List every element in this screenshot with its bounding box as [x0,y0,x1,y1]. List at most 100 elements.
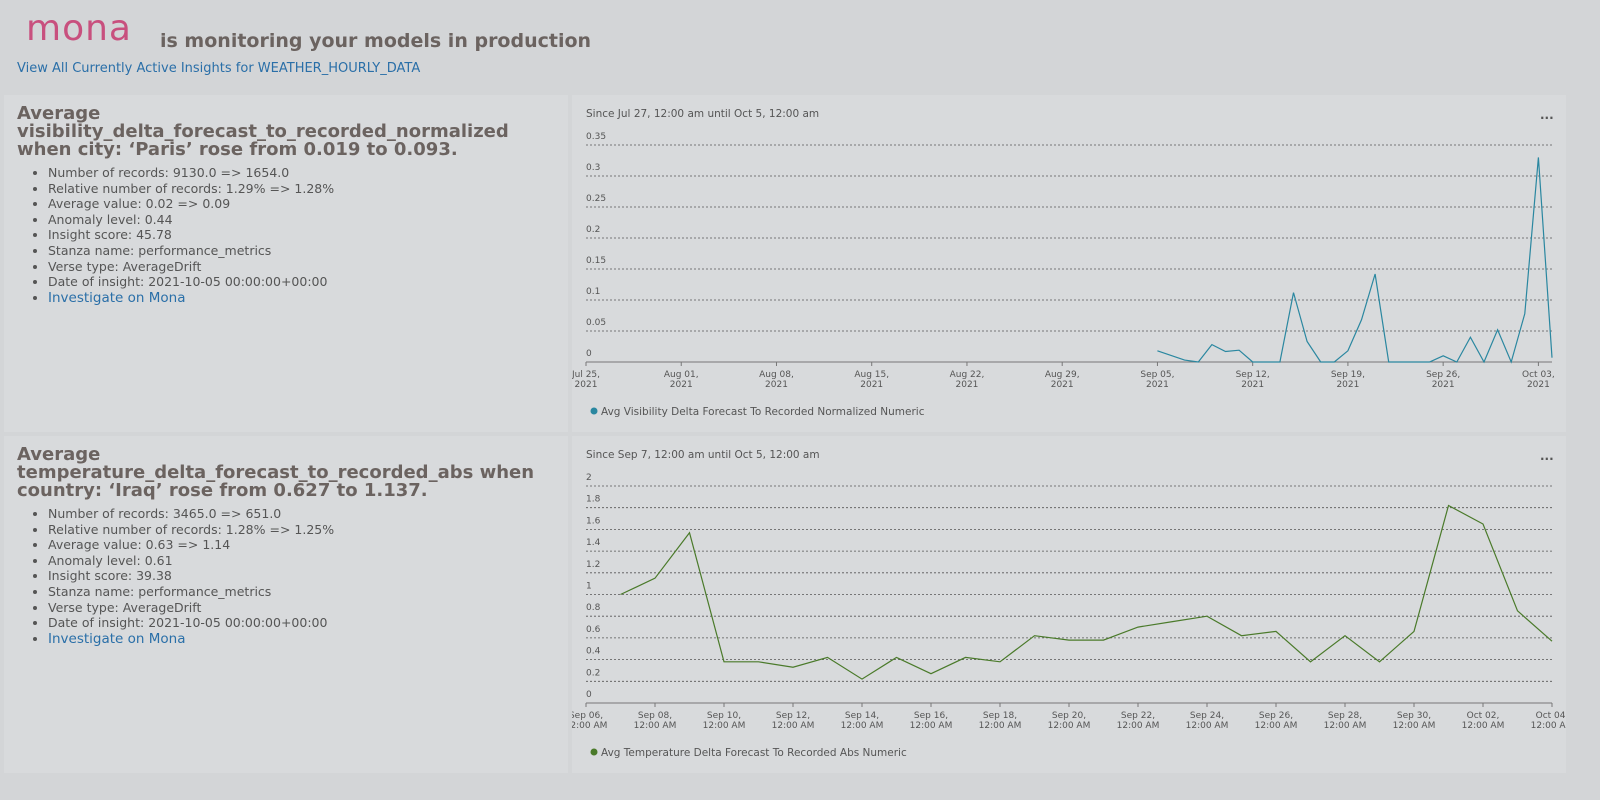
x-tick-label-line: 2021 [1432,380,1455,390]
active-insights-link[interactable]: View All Currently Active Insights for W… [17,61,421,76]
x-tick-label-line: 12:00 AM [703,721,746,731]
detail-item: Anomaly level: 0.61 [48,553,568,569]
y-tick-label: 0.1 [586,287,600,297]
x-tick-label-line: 12:00 AM [1186,721,1229,731]
x-tick-label-line: 12:00 AM [1117,721,1160,731]
x-tick-label: Sep 30, 12:00 AM [1393,711,1436,731]
x-tick-label-line: Sep 16, [914,711,948,721]
detail-item: Insight score: 45.78 [48,227,568,243]
x-tick-label: Sep 05, 2021 [1140,370,1174,390]
detail-item: Verse type: AverageDrift [48,600,568,616]
x-tick-label-line: Sep 22, [1121,711,1155,721]
x-tick-label-line: 2021 [1146,380,1169,390]
x-tick-label: Oct 03, 2021 [1522,370,1555,390]
y-tick-label: 0.4 [586,647,601,657]
insight-headline: Average temperature_delta_forecast_to_re… [17,444,535,501]
tagline: is monitoring your models in production [160,30,592,52]
investigate-link[interactable]: Investigate on Mona [48,289,186,306]
x-tick-label-line: Sep 12, [776,711,810,721]
y-tick-label: 0 [586,349,592,359]
data-line [1157,157,1553,364]
detail-item: Date of insight: 2021-10-05 00:00:00+00:… [48,274,568,290]
chart-panel: Since Sep 7, 12:00 am until Oct 5, 12:00… [565,436,1573,773]
x-tick-label-line: Sep 24, [1190,711,1224,721]
x-tick-label: Sep 12, 2021 [1236,370,1270,390]
detail-item: Number of records: 3465.0 => 651.0 [48,506,568,522]
detail-item: Average value: 0.02 => 0.09 [48,196,568,212]
y-tick-label: 1.2 [586,560,600,570]
y-tick-label: 0.35 [586,132,606,142]
x-tick-label: Oct 04,12:00 AM [1531,711,1566,731]
x-tick-label-line: Jul 25, [572,370,600,380]
x-tick-label-line: 12:00 AM [841,721,884,731]
x-tick-label-line: Sep 19, [1331,370,1365,380]
legend-label: Avg Temperature Delta Forecast To Record… [601,747,907,759]
x-tick-label-line: Sep 28, [1328,711,1362,721]
insight-panel: Average temperature_delta_forecast_to_re… [4,436,568,773]
detail-item: Relative number of records: 1.28% => 1.2… [48,522,568,538]
legend-marker [590,407,598,415]
y-tick-label: 1.8 [586,495,601,505]
x-tick-label-line: Sep 18, [983,711,1017,721]
menu-button[interactable]: ... [1540,108,1554,122]
x-tick-label-line: Sep 12, [1236,370,1270,380]
x-tick-label-line: 2021 [575,380,598,390]
x-tick-label-line: 2021 [765,380,788,390]
legend-marker [590,748,598,756]
y-tick-label: 0.2 [586,225,600,235]
x-tick-label: Sep 28, 12:00 AM [1324,711,1367,731]
x-tick-label-line: Aug 22, [950,370,985,380]
x-tick-label: Sep 14, 12:00 AM [841,711,884,731]
y-tick-label: 0.6 [586,625,601,635]
x-tick-label-line: 12:00 AM [1393,721,1436,731]
chart-subtitle: Since Sep 7, 12:00 am until Oct 5, 12:00… [586,449,820,461]
x-tick-label-line: Sep 30, [1397,711,1431,721]
x-tick-label: Sep 16, 12:00 AM [910,711,953,731]
x-tick-label-line: Sep 14, [845,711,879,721]
detail-item: Investigate on Mona [48,631,568,648]
detail-item: Stanza name: performance_metrics [48,243,568,259]
chart: Since Jul 27, 12:00 am until Oct 5, 12:0… [571,108,1555,418]
x-tick-label: Aug 29, 2021 [1045,370,1080,390]
x-tick-label-line: Oct 02, [1467,711,1500,721]
x-tick-label-line: 12:00 AM [979,721,1022,731]
y-tick-label: 1.4 [586,538,601,548]
x-tick-label: Sep 10, 12:00 AM [703,711,746,731]
x-tick-label: Sep 24, 12:00 AM [1186,711,1229,731]
x-tick-label-line: Sep 05, [1140,370,1174,380]
x-tick-label: Sep 26, 2021 [1426,370,1460,390]
y-tick-label: 0.3 [586,163,600,173]
x-tick-label-line: 2021 [1527,380,1550,390]
x-tick-label-line: Sep 20, [1052,711,1086,721]
x-tick-label: Aug 22, 2021 [950,370,985,390]
x-tick-label: Sep 12, 12:00 AM [772,711,815,731]
x-tick-label-line: 12:00 AM [572,721,607,731]
x-tick-label: Aug 01, 2021 [664,370,699,390]
x-tick-label: Sep 06,12:00 AM [572,711,607,731]
menu-button[interactable]: ... [1540,449,1554,463]
y-tick-label: 0.05 [586,318,606,328]
x-tick-label-line: 2021 [956,380,979,390]
x-tick-label-line: 2021 [1336,380,1359,390]
x-tick-label: Sep 08, 12:00 AM [634,711,677,731]
x-tick-label: Sep 22, 12:00 AM [1117,711,1160,731]
x-tick-label: Aug 15, 2021 [854,370,889,390]
x-tick-label-line: Aug 29, [1045,370,1080,380]
detail-item: Average value: 0.63 => 1.14 [48,537,568,553]
x-tick-label-line: Sep 06, [572,711,603,721]
insight-panel: Average visibility_delta_forecast_to_rec… [4,95,568,432]
insight-headline: Average visibility_delta_forecast_to_rec… [17,103,509,160]
x-tick-label-line: 2021 [1051,380,1074,390]
y-tick-label: 0.15 [586,256,606,266]
detail-item: Date of insight: 2021-10-05 00:00:00+00:… [48,615,568,631]
x-tick-label-line: Sep 10, [707,711,741,721]
y-tick-label: 2 [586,473,592,483]
y-tick-label: 1.6 [586,516,601,526]
detail-item: Relative number of records: 1.29% => 1.2… [48,181,568,197]
detail-item: Verse type: AverageDrift [48,259,568,275]
legend-label: Avg Visibility Delta Forecast To Recorde… [601,406,925,418]
investigate-link[interactable]: Investigate on Mona [48,630,186,647]
x-tick-label-line: Oct 03, [1522,370,1555,380]
y-tick-label: 0.2 [586,668,600,678]
